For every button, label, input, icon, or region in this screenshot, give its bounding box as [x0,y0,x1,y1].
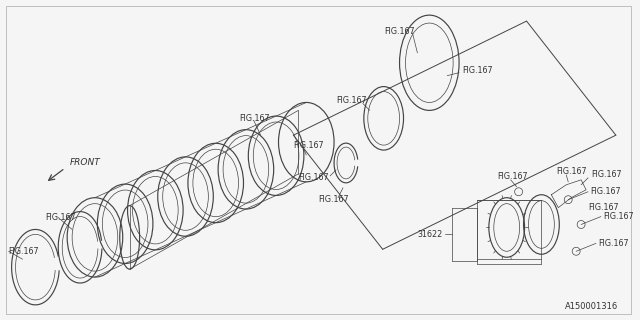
Text: FIG.167: FIG.167 [591,170,621,180]
Text: FIG.167: FIG.167 [590,187,621,196]
Text: FIG.167: FIG.167 [497,172,527,181]
Text: FIG.167: FIG.167 [298,173,329,182]
Text: FIG.167: FIG.167 [603,212,634,221]
Text: FIG.167: FIG.167 [598,239,628,248]
Text: FIG.167: FIG.167 [556,167,587,176]
Text: FIG.167: FIG.167 [293,140,324,150]
Text: FIG.167: FIG.167 [8,247,39,256]
Text: FIG.167: FIG.167 [336,96,367,105]
Text: FIG.167: FIG.167 [318,195,349,204]
Text: FIG.167: FIG.167 [588,203,619,212]
Text: A150001316: A150001316 [564,302,618,311]
Text: FIG.167: FIG.167 [239,114,269,123]
Text: 31622: 31622 [417,230,442,239]
Text: FIG.167: FIG.167 [462,66,493,75]
Text: FRONT: FRONT [70,158,101,167]
Text: FIG.167: FIG.167 [45,213,76,222]
Text: FIG.167: FIG.167 [384,27,415,36]
